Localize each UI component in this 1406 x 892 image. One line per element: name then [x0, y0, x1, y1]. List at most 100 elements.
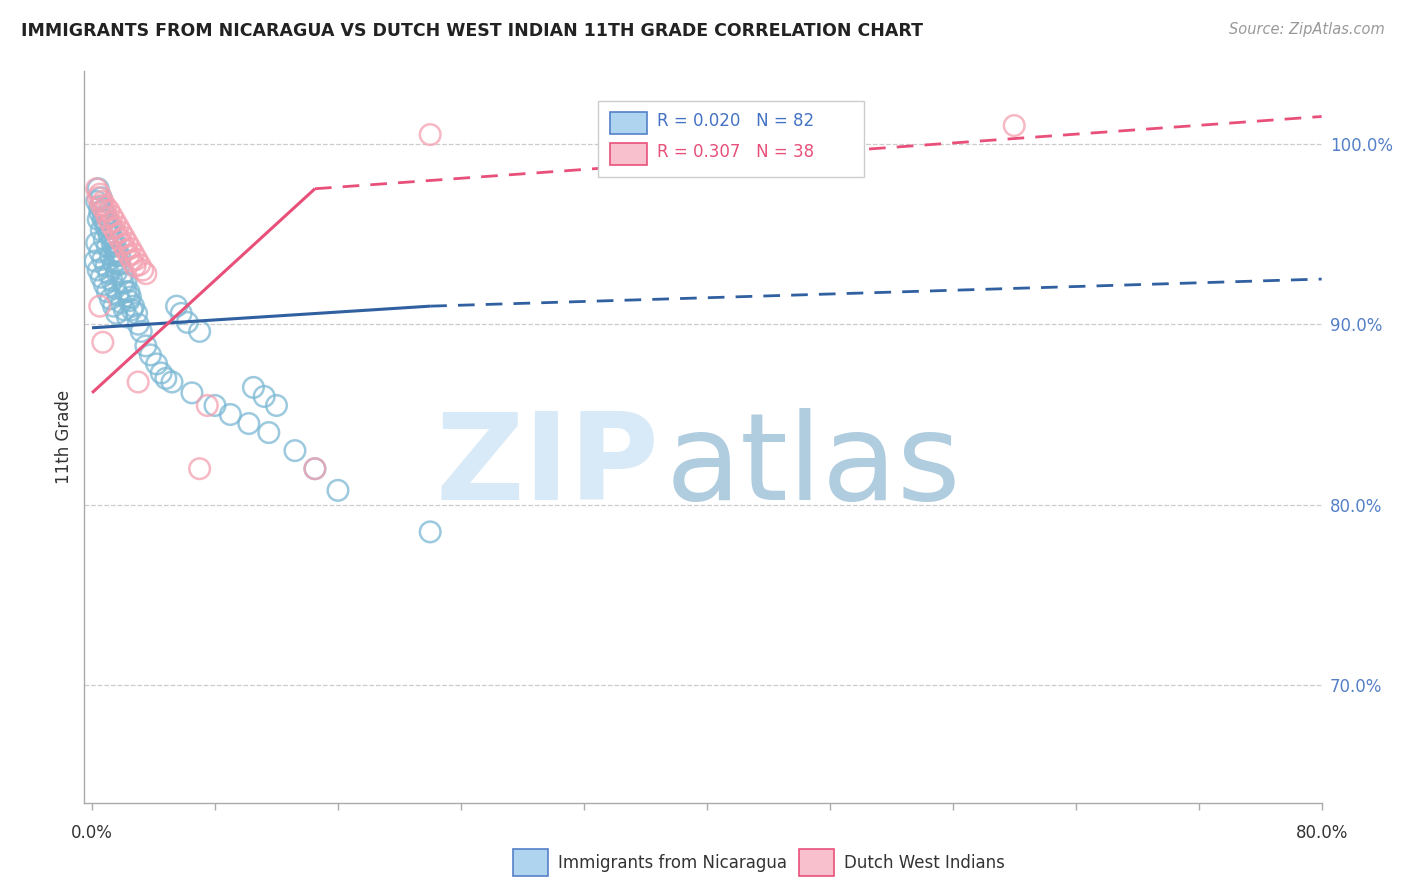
Point	[94, 219, 117, 234]
Point	[91, 212, 114, 227]
Point	[89, 299, 111, 313]
Point	[100, 249, 122, 263]
Point	[105, 306, 128, 320]
Point	[125, 252, 148, 267]
Text: Source: ZipAtlas.com: Source: ZipAtlas.com	[1229, 22, 1385, 37]
Point	[96, 211, 118, 225]
Point	[127, 375, 149, 389]
Point	[90, 270, 112, 285]
Text: 80.0%: 80.0%	[1295, 824, 1348, 842]
Point	[110, 225, 132, 239]
Point	[1002, 119, 1025, 133]
Point	[108, 258, 131, 272]
Point	[135, 267, 157, 281]
Point	[304, 461, 326, 475]
Point	[101, 230, 124, 244]
Point	[122, 299, 145, 313]
Text: R = 0.020   N = 82: R = 0.020 N = 82	[657, 112, 814, 130]
Point	[242, 380, 264, 394]
Point	[104, 244, 127, 259]
Point	[103, 256, 125, 270]
Text: R = 0.307   N = 38: R = 0.307 N = 38	[657, 143, 814, 161]
Point	[89, 200, 111, 214]
Point	[122, 246, 145, 260]
Point	[117, 235, 139, 250]
Point	[94, 200, 117, 214]
Point	[284, 443, 307, 458]
Point	[195, 399, 218, 413]
Point	[257, 425, 280, 440]
Point	[89, 244, 111, 259]
Point	[90, 223, 112, 237]
Point	[117, 310, 139, 324]
Point	[91, 252, 114, 267]
Point	[91, 335, 114, 350]
Point	[104, 281, 127, 295]
Point	[97, 203, 120, 218]
Point	[96, 285, 118, 299]
Point	[127, 317, 149, 331]
Point	[108, 232, 131, 246]
Point	[204, 399, 226, 413]
Point	[107, 219, 129, 234]
Point	[93, 203, 115, 218]
Point	[111, 267, 134, 281]
Point	[104, 235, 127, 250]
Point	[89, 187, 111, 202]
Text: atlas: atlas	[666, 408, 962, 524]
Point	[118, 285, 141, 299]
Point	[97, 227, 120, 241]
Point	[135, 339, 157, 353]
Point	[419, 128, 441, 142]
Point	[89, 205, 111, 219]
Point	[145, 357, 167, 371]
Point	[87, 191, 110, 205]
Text: Dutch West Indians: Dutch West Indians	[844, 854, 1004, 871]
Point	[94, 209, 117, 223]
Point	[120, 290, 142, 304]
Point	[90, 198, 112, 212]
Point	[111, 237, 134, 252]
Point	[304, 461, 326, 475]
Point	[120, 241, 142, 255]
Point	[110, 295, 132, 310]
Point	[124, 260, 146, 274]
Point	[170, 306, 193, 320]
Point	[93, 232, 115, 246]
Point	[97, 267, 120, 281]
Point	[101, 235, 124, 250]
Point	[93, 277, 115, 292]
Point	[91, 194, 114, 209]
Point	[86, 194, 108, 209]
Point	[93, 212, 115, 227]
Point	[129, 325, 152, 339]
Point	[96, 218, 118, 232]
Point	[84, 254, 107, 268]
Point	[105, 244, 128, 259]
Point	[219, 408, 242, 422]
Point	[115, 276, 138, 290]
Point	[326, 483, 349, 498]
Point	[253, 389, 276, 403]
Point	[107, 288, 129, 302]
Point	[132, 263, 155, 277]
Point	[96, 239, 118, 253]
Point	[160, 375, 183, 389]
FancyBboxPatch shape	[598, 101, 863, 178]
Point	[91, 203, 114, 218]
Text: IMMIGRANTS FROM NICARAGUA VS DUTCH WEST INDIAN 11TH GRADE CORRELATION CHART: IMMIGRANTS FROM NICARAGUA VS DUTCH WEST …	[21, 22, 924, 40]
Point	[103, 239, 125, 253]
Text: ZIP: ZIP	[436, 408, 659, 524]
Text: 0.0%: 0.0%	[72, 824, 112, 842]
Point	[150, 366, 173, 380]
Point	[125, 306, 148, 320]
Point	[105, 227, 128, 241]
Point	[87, 182, 110, 196]
Point	[112, 302, 135, 317]
Point	[103, 299, 125, 313]
Point	[87, 212, 110, 227]
Point	[188, 325, 211, 339]
Y-axis label: 11th Grade: 11th Grade	[55, 390, 73, 484]
Point	[155, 371, 177, 385]
Point	[176, 315, 198, 329]
